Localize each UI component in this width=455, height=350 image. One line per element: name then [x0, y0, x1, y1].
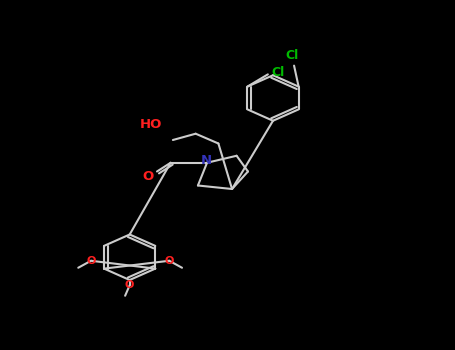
Text: O: O: [125, 280, 134, 290]
Text: O: O: [142, 170, 153, 183]
Text: O: O: [86, 256, 96, 266]
Text: N: N: [201, 154, 212, 168]
Text: O: O: [165, 256, 174, 266]
Text: HO: HO: [140, 118, 162, 132]
Text: Cl: Cl: [285, 49, 298, 62]
Text: Cl: Cl: [272, 66, 285, 79]
